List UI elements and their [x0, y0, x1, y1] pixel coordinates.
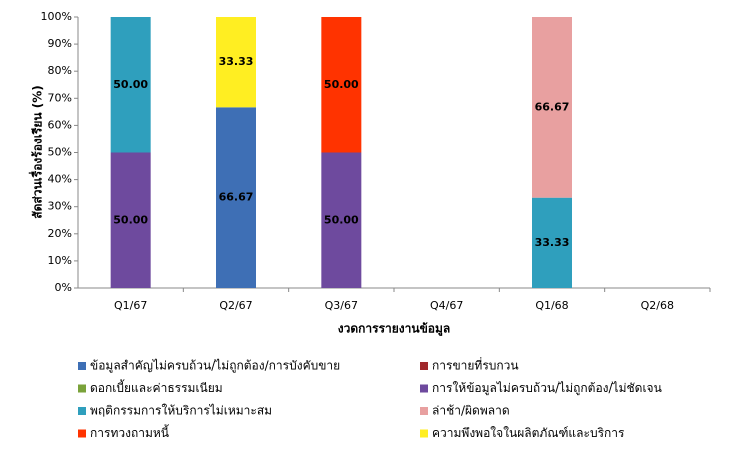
legend-swatch	[78, 384, 86, 393]
value-label: 50.00	[324, 78, 359, 91]
bar-segment	[110, 17, 151, 153]
value-label: 50.00	[113, 213, 148, 226]
bar-segment	[110, 152, 151, 288]
legend-label: การให้ข้อมูลไม่ครบถ้วน/ไม่ถูกต้อง/ไม่ชัด…	[432, 381, 662, 396]
legend-label: การทวงถามหนี้	[90, 424, 170, 440]
value-label: 50.00	[324, 213, 359, 226]
legend-label: พฤติกรรมการให้บริการไม่เหมาะสม	[90, 404, 272, 418]
bar-segment	[321, 17, 362, 153]
bar-segment	[216, 107, 256, 288]
x-tick-label: Q2/67	[219, 299, 252, 312]
y-tick-label: 80%	[48, 64, 72, 77]
legend-label: ดอกเบี้ยและค่าธรรมเนียม	[90, 379, 223, 395]
bar-segment	[216, 17, 256, 108]
value-label: 33.33	[535, 236, 570, 249]
legend-label: ความพึงพอใจในผลิตภัณฑ์และบริการ	[432, 426, 625, 440]
legend-swatch	[78, 407, 86, 415]
bar-segment	[532, 17, 572, 198]
legend-label: ล่าช้า/ผิดพลาด	[432, 404, 510, 418]
bar-segment	[532, 197, 572, 288]
x-tick-label: Q4/67	[430, 299, 463, 312]
y-tick-label: 10%	[48, 254, 72, 267]
y-tick-label: 90%	[48, 37, 72, 50]
legend-swatch	[78, 429, 86, 438]
y-tick-label: 0%	[55, 281, 72, 294]
legend-swatch	[420, 407, 428, 415]
x-tick-label: Q3/67	[325, 299, 358, 312]
y-tick-label: 20%	[48, 227, 72, 240]
value-label: 66.67	[219, 191, 254, 204]
legend-swatch	[420, 429, 428, 438]
y-tick-label: 50%	[48, 146, 72, 159]
bar-segment	[321, 152, 362, 288]
value-label: 50.00	[113, 78, 148, 91]
legend-label: ข้อมูลสำคัญไม่ครบถ้วน/ไม่ถูกต้อง/การบังค…	[90, 359, 340, 374]
legend-swatch	[420, 384, 428, 393]
x-tick-label: Q1/67	[114, 299, 147, 312]
legend-label: การขายที่รบกวน	[432, 357, 519, 373]
y-tick-label: 70%	[48, 91, 72, 104]
legend-swatch	[78, 362, 86, 370]
y-tick-label: 100%	[41, 10, 72, 23]
y-tick-label: 40%	[48, 173, 72, 186]
x-tick-label: Q2/68	[641, 299, 674, 312]
y-tick-label: 60%	[48, 118, 72, 131]
x-tick-label: Q1/68	[535, 299, 568, 312]
value-label: 33.33	[219, 55, 254, 68]
y-tick-label: 30%	[48, 200, 72, 213]
x-axis-title: งวดการรายงานข้อมูล	[338, 322, 451, 337]
y-axis-title: สัดส่วนเรื่องร้องเรียน (%)	[29, 85, 45, 218]
legend-swatch	[420, 362, 428, 370]
value-label: 66.67	[535, 100, 570, 113]
